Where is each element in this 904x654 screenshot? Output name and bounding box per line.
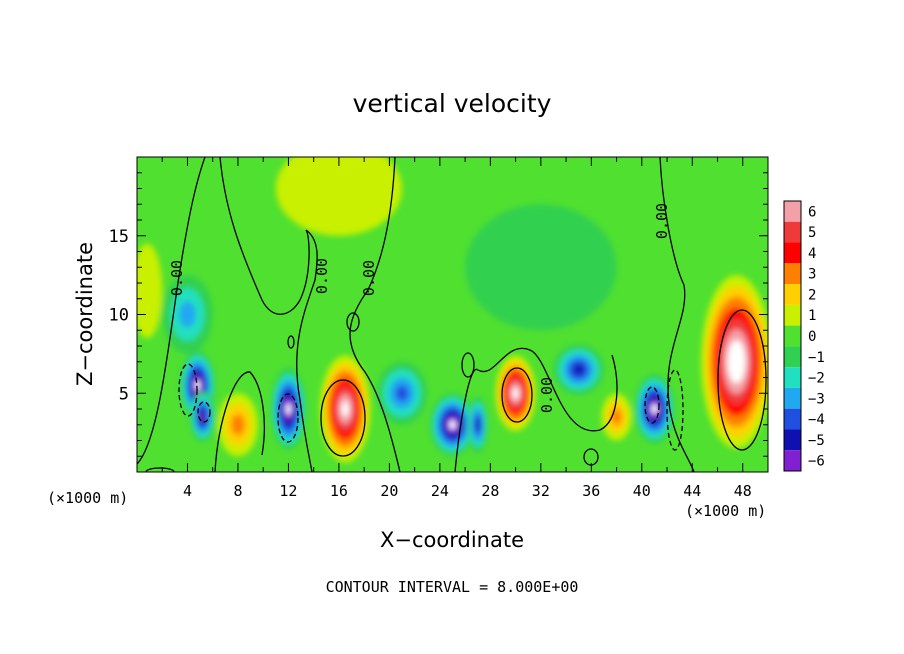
x-tick-label: 16 [330, 482, 348, 500]
x-tick-label: 48 [734, 482, 752, 500]
x-axis-label: X−coordinate [380, 528, 524, 552]
x-tick-label: 44 [683, 482, 701, 500]
heatmap-cell [573, 364, 584, 375]
y-tick-label: 10 [109, 306, 129, 326]
colorbar-swatch [784, 346, 801, 368]
heatmap-cell [512, 387, 519, 399]
zero-contour [137, 157, 206, 465]
colorbar-swatch [784, 325, 801, 347]
colorbar-swatch [784, 367, 801, 388]
contour-labels: 0.00 0.00 0.00 0.00 0.00 [168, 203, 671, 413]
colorbar-swatch [784, 221, 801, 243]
heatmap-cell [732, 350, 741, 373]
x-tick-label: 32 [532, 482, 550, 500]
contour-label: 0.00 [313, 258, 331, 294]
zero-contour [659, 157, 695, 472]
colorbar-swatch [784, 304, 801, 326]
x-tick-label: 20 [380, 482, 398, 500]
x-unit-left: (×1000 m) [47, 489, 128, 507]
negative-contour [644, 386, 660, 424]
negative-contour [178, 363, 198, 417]
colorbar-swatch [784, 450, 801, 471]
x-tick-label: 8 [233, 482, 242, 500]
heatmap-cell [139, 267, 155, 315]
colorbar-swatch [784, 242, 801, 264]
colorbar-label: 6 [808, 204, 816, 220]
zero-contour [461, 352, 475, 378]
chart-title: vertical velocity [353, 89, 552, 118]
colorbar-swatch [784, 387, 801, 409]
zero-contour [296, 229, 318, 472]
colorbar-label: −3 [808, 391, 825, 407]
colorbar-swatch [784, 201, 801, 222]
heatmap-cell [231, 414, 245, 436]
colorbar-frame [783, 200, 802, 472]
colorbar-label: −6 [808, 454, 825, 470]
heatmap-cell [475, 419, 480, 431]
negative-contour [277, 393, 299, 443]
colorbar-label: 2 [808, 287, 816, 303]
colorbar-label: −5 [808, 433, 825, 449]
contour-label: 0.00 [168, 260, 186, 296]
zero-contour [219, 157, 310, 315]
contour-label: 0.00 [360, 260, 378, 296]
contour-label: 0.00 [538, 377, 556, 413]
colorbar: 6 5 4 3 2 1 0 −1 −2 −3 −4 −5 −6 [783, 200, 825, 472]
zero-contour [145, 467, 175, 472]
contour-label: 0.00 [653, 203, 671, 239]
positive-contour [320, 379, 366, 457]
colorbar-label: 4 [808, 246, 816, 262]
colorbar-swatch [784, 429, 801, 451]
colorbar-swatch [784, 408, 801, 430]
colorbar-label: −2 [808, 371, 825, 387]
heatmap-cell [502, 235, 579, 299]
heatmap-cell [200, 412, 205, 422]
heatmap-cell [275, 157, 403, 236]
x-tick-label: 40 [633, 482, 651, 500]
positive-contour [717, 309, 767, 451]
x-tick-label: 12 [279, 482, 297, 500]
heatmap-cell [611, 409, 622, 425]
zero-contour [454, 347, 618, 472]
x-tick-label: 28 [481, 482, 499, 500]
zero-contour [349, 157, 401, 472]
positive-contour [501, 367, 533, 423]
colorbar-label: 1 [808, 308, 816, 324]
zero-contour [287, 335, 295, 349]
x-tick-label: 24 [431, 482, 449, 500]
heatmap-cell [341, 401, 349, 417]
x-unit-right: (×1000 m) [685, 502, 766, 520]
x-tick-label: 4 [183, 482, 192, 500]
heatmap-cell [179, 301, 196, 328]
negative-contour [197, 401, 211, 423]
colorbar-swatch [784, 284, 801, 305]
contour-interval: CONTOUR INTERVAL = 8.000E+00 [326, 578, 579, 596]
heatmap-cell [449, 420, 456, 430]
y-tick-label: 15 [109, 227, 129, 247]
colorbar-label: −1 [808, 350, 825, 366]
heatmap-cell [651, 404, 658, 414]
heatmap-cell [395, 385, 409, 402]
colorbar-label: −4 [808, 412, 825, 428]
colorbar-label: 5 [808, 225, 816, 241]
colorbar-label: 3 [808, 267, 816, 283]
negative-contour [666, 369, 684, 451]
y-axis-label: Z−coordinate [73, 242, 97, 386]
colorbar-label: 0 [808, 329, 816, 345]
colorbar-swatch [784, 263, 801, 285]
y-tick-label: 5 [119, 384, 129, 404]
x-tick-label: 36 [582, 482, 600, 500]
zero-contour [214, 371, 265, 472]
zero-contour [346, 312, 360, 332]
heatmap-cell [285, 403, 291, 415]
